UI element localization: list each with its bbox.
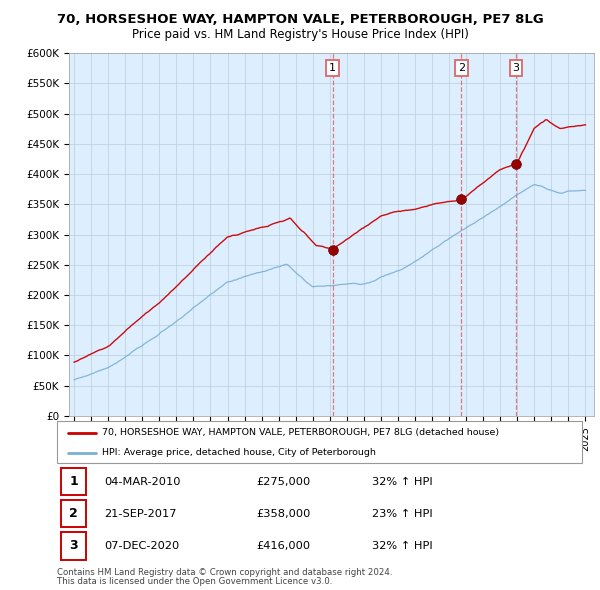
Text: 07-DEC-2020: 07-DEC-2020	[104, 541, 179, 551]
Text: £358,000: £358,000	[257, 509, 311, 519]
Text: 70, HORSESHOE WAY, HAMPTON VALE, PETERBOROUGH, PE7 8LG: 70, HORSESHOE WAY, HAMPTON VALE, PETERBO…	[56, 13, 544, 26]
Text: 1: 1	[70, 475, 78, 488]
Text: 32% ↑ HPI: 32% ↑ HPI	[372, 477, 433, 487]
Text: 3: 3	[512, 63, 520, 73]
Text: 2: 2	[70, 507, 78, 520]
Text: Price paid vs. HM Land Registry's House Price Index (HPI): Price paid vs. HM Land Registry's House …	[131, 28, 469, 41]
Text: HPI: Average price, detached house, City of Peterborough: HPI: Average price, detached house, City…	[101, 448, 376, 457]
Text: 2: 2	[458, 63, 465, 73]
Text: £275,000: £275,000	[257, 477, 311, 487]
Text: 32% ↑ HPI: 32% ↑ HPI	[372, 541, 433, 551]
Text: This data is licensed under the Open Government Licence v3.0.: This data is licensed under the Open Gov…	[57, 577, 332, 586]
Text: 21-SEP-2017: 21-SEP-2017	[104, 509, 177, 519]
Bar	[61, 532, 86, 559]
Text: Contains HM Land Registry data © Crown copyright and database right 2024.: Contains HM Land Registry data © Crown c…	[57, 568, 392, 576]
Text: 3: 3	[70, 539, 78, 552]
Bar	[61, 500, 86, 527]
Text: 23% ↑ HPI: 23% ↑ HPI	[372, 509, 433, 519]
Text: £416,000: £416,000	[257, 541, 311, 551]
Text: 04-MAR-2010: 04-MAR-2010	[104, 477, 181, 487]
Bar	[61, 468, 86, 496]
Text: 70, HORSESHOE WAY, HAMPTON VALE, PETERBOROUGH, PE7 8LG (detached house): 70, HORSESHOE WAY, HAMPTON VALE, PETERBO…	[101, 428, 499, 437]
Text: 1: 1	[329, 63, 336, 73]
